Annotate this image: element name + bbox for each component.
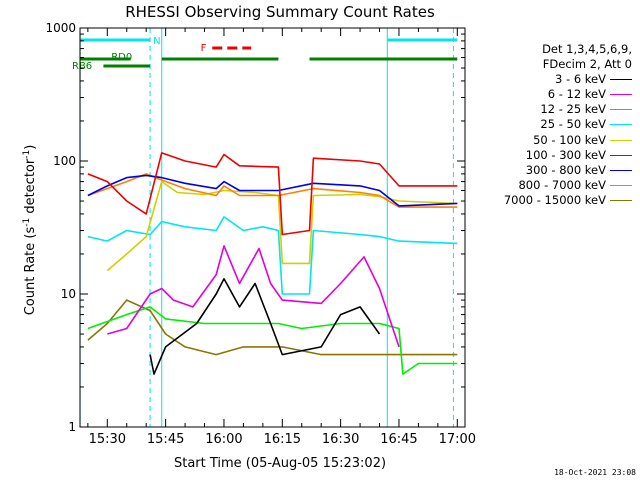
series-line xyxy=(87,306,458,375)
x-axis: 15:30 15:45 16:00 16:15 16:30 16:45 17:00 xyxy=(87,28,476,447)
x-tick-label: 16:15 xyxy=(264,432,301,447)
legend-label: 300 - 800 keV xyxy=(525,162,606,177)
legend-entry: 300 - 800 keV xyxy=(486,163,632,178)
legend-entry: 12 - 25 keV xyxy=(486,102,632,117)
x-tick-label: 17:00 xyxy=(439,432,476,447)
legend-entry: 25 - 50 keV xyxy=(486,117,632,132)
legend-entry: 800 - 7000 keV xyxy=(486,178,632,193)
x-tick-label: 15:45 xyxy=(147,432,184,447)
series-layer xyxy=(87,152,458,375)
series-line xyxy=(87,299,458,356)
legend-swatch xyxy=(610,124,632,126)
series-line xyxy=(106,180,458,272)
legend-entry: 7000 - 15000 keV xyxy=(486,193,632,208)
chart-title: RHESSI Observing Summary Count Rates xyxy=(125,3,435,21)
night-flag-label: N xyxy=(153,36,160,47)
y-axis-label: Count Rate (s-1 detector-1) xyxy=(22,145,38,316)
plot-area: N RD0 RB6 F 1 10 100 1000 15:30 15:45 16:00 16:15… xyxy=(45,21,476,447)
legend-header-line-1: Det 1,3,4,5,6,9, xyxy=(542,42,632,56)
legend-entry: 3 - 6 keV xyxy=(486,72,632,87)
y-tick-label: 1 xyxy=(68,420,76,434)
legend-swatch xyxy=(610,139,632,141)
legend-label: 12 - 25 keV xyxy=(540,102,606,117)
timestamp: 18-Oct-2021 23:08 xyxy=(554,468,636,477)
x-tick-label: 16:00 xyxy=(205,432,242,447)
rd0-flag-label: RD0 xyxy=(111,52,132,63)
y-axis: 1 10 100 1000 xyxy=(45,21,465,434)
legend-label: 3 - 6 keV xyxy=(555,72,606,87)
legend-swatch xyxy=(610,184,632,186)
legend-swatch xyxy=(610,109,632,111)
rb6-flag-label: RB6 xyxy=(72,61,92,72)
legend-swatch xyxy=(610,79,632,81)
series-line xyxy=(107,245,400,348)
legend-label: 100 - 300 keV xyxy=(525,147,606,162)
series-line xyxy=(149,277,381,375)
legend-entry: 50 - 100 keV xyxy=(486,133,632,148)
legend-label: 6 - 12 keV xyxy=(547,87,606,102)
legend-swatch xyxy=(610,154,632,156)
legend-swatch xyxy=(610,199,632,201)
series-line xyxy=(87,152,458,236)
flare-flag-label: F xyxy=(201,43,207,54)
x-axis-label: Start Time (05-Aug-05 15:23:02) xyxy=(174,456,386,471)
series-line xyxy=(87,174,458,207)
legend-swatch xyxy=(610,169,632,171)
legend-entry: 100 - 300 keV xyxy=(486,148,632,163)
legend-label: 25 - 50 keV xyxy=(540,117,606,132)
series-line xyxy=(87,216,458,295)
plot-frame xyxy=(79,27,466,428)
legend-header-line-2: FDecim 2, Att 0 xyxy=(542,57,632,72)
legend-label: 7000 - 15000 keV xyxy=(503,192,606,207)
legend-swatch xyxy=(610,94,632,96)
legend: Det 1,3,4,5,6,9, FDecim 2, Att 0 3 - 6 k… xyxy=(486,42,632,208)
legend-label: 800 - 7000 keV xyxy=(518,177,606,192)
x-tick-label: 16:45 xyxy=(380,432,417,447)
x-tick-label: 16:30 xyxy=(322,432,359,447)
y-tick-label: 1000 xyxy=(45,21,76,35)
y-tick-label: 10 xyxy=(61,287,76,301)
series-line xyxy=(87,173,458,208)
x-tick-label: 15:30 xyxy=(89,432,126,447)
legend-label: 50 - 100 keV xyxy=(533,132,606,147)
y-tick-label: 100 xyxy=(53,154,76,168)
legend-entry: 6 - 12 keV xyxy=(486,87,632,102)
